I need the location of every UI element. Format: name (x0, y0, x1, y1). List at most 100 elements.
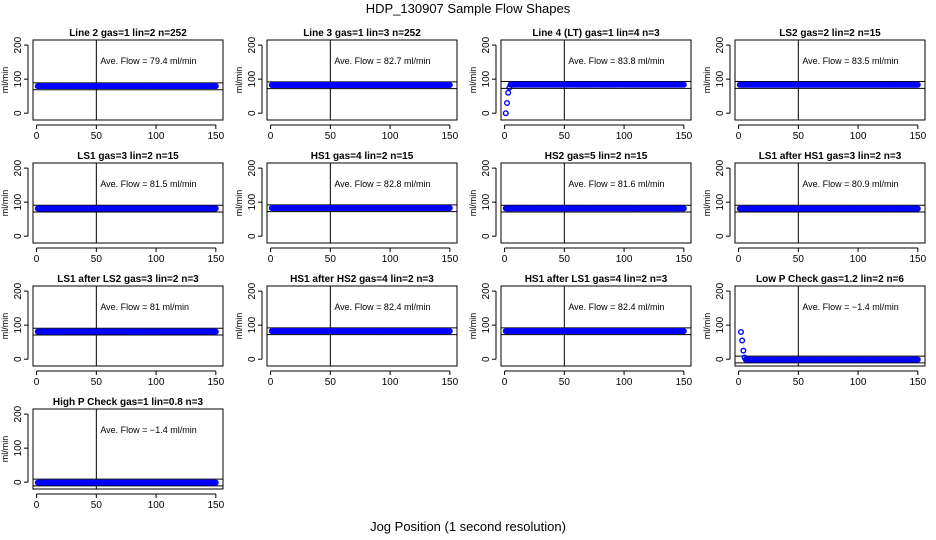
data-point (914, 205, 921, 212)
plot-frame (734, 162, 926, 244)
x-tick-label: 100 (148, 377, 165, 388)
data-point (446, 328, 453, 335)
x-tick-label: 0 (268, 131, 274, 142)
y-tick-label: 200 (13, 405, 24, 422)
x-tick-label: 0 (502, 377, 508, 388)
plot-frame (266, 285, 458, 367)
panel-3: Line 4 (LT) gas=1 lin=4 n=3 0 50 100 150 0 100… (468, 28, 693, 142)
y-tick-label: 0 (247, 356, 258, 362)
panel-6: HS1 gas=4 lin=2 n=15 0 50 100 150 0 100 200 ml/m… (234, 151, 459, 265)
panel-7: HS2 gas=5 lin=2 n=15 0 50 100 150 0 100 200 ml/m… (468, 151, 693, 265)
x-tick-label: 0 (502, 131, 508, 142)
x-tick-label: 100 (616, 377, 633, 388)
data-point (737, 328, 744, 335)
y-tick-label: 100 (481, 70, 492, 87)
panel-2: Line 3 gas=1 lin=3 n=252 0 50 100 150 0 100 200… (234, 28, 459, 142)
panel-title: LS1 gas=3 lin=2 n=15 (77, 151, 179, 162)
y-axis-label: ml/min (468, 313, 478, 340)
y-tick-label: 200 (481, 159, 492, 176)
data-point (212, 328, 219, 335)
plot-frame (500, 162, 692, 244)
y-axis-label: ml/min (468, 190, 478, 217)
panel-title: Line 3 gas=1 lin=3 n=252 (303, 28, 421, 39)
plot-frame (32, 162, 224, 244)
x-tick-label: 0 (736, 131, 742, 142)
x-tick-label: 150 (675, 377, 692, 388)
panel-11: HS1 after LS1 gas=4 lin=2 n=3 0 50 100 150 0 1… (468, 274, 693, 388)
y-tick-label: 100 (481, 193, 492, 210)
y-tick-label: 200 (715, 282, 726, 299)
x-tick-label: 100 (382, 254, 399, 265)
data-point (212, 83, 219, 90)
data-point (680, 205, 687, 212)
panel-title: LS1 after HS1 gas=3 lin=2 n=3 (759, 151, 902, 162)
y-tick-label: 100 (481, 316, 492, 333)
x-tick-label: 150 (909, 254, 926, 265)
data-point (446, 82, 453, 89)
y-tick-label: 0 (715, 356, 726, 362)
x-tick-label: 50 (793, 377, 805, 388)
x-tick-label: 50 (91, 500, 103, 511)
y-tick-label: 200 (715, 36, 726, 53)
plot-frame (500, 285, 692, 367)
x-tick-label: 100 (382, 131, 399, 142)
x-tick-label: 150 (675, 254, 692, 265)
y-tick-label: 0 (481, 356, 492, 362)
x-tick-label: 50 (91, 254, 103, 265)
average-flow-annotation: Ave. Flow = 80.9 ml/min (802, 179, 898, 189)
x-tick-label: 50 (559, 254, 571, 265)
data-point (503, 99, 510, 106)
data-point (739, 337, 746, 344)
average-flow-annotation: Ave. Flow = −1.4 ml/min (100, 425, 196, 435)
plot-frame (32, 39, 224, 121)
y-tick-label: 0 (247, 233, 258, 239)
y-tick-label: 0 (715, 233, 726, 239)
x-axis-label: Jog Position (1 second resolution) (370, 519, 566, 534)
y-tick-label: 100 (715, 193, 726, 210)
panel-title: HS1 after LS1 gas=4 lin=2 n=3 (525, 274, 668, 285)
x-tick-label: 50 (91, 377, 103, 388)
plot-frame (32, 408, 224, 490)
plot-frame (32, 285, 224, 367)
average-flow-annotation: Ave. Flow = 82.4 ml/min (568, 302, 664, 312)
y-tick-label: 100 (247, 316, 258, 333)
panel-9: LS1 after LS2 gas=3 lin=2 n=3 0 50 100 150 0 1… (0, 274, 225, 388)
x-tick-label: 50 (559, 131, 571, 142)
y-tick-label: 0 (481, 233, 492, 239)
y-axis-label: ml/min (0, 313, 10, 340)
x-tick-label: 100 (148, 254, 165, 265)
x-tick-label: 100 (148, 131, 165, 142)
x-tick-label: 50 (325, 377, 337, 388)
x-tick-label: 50 (559, 377, 571, 388)
panel-5: LS1 gas=3 lin=2 n=15 0 50 100 150 0 100 200 ml/m… (0, 151, 225, 265)
panel-1: Line 2 gas=1 lin=2 n=252 0 50 100 150 0 100 200… (0, 28, 225, 142)
y-tick-label: 200 (247, 282, 258, 299)
x-tick-label: 50 (325, 131, 337, 142)
panel-title: High P Check gas=1 lin=0.8 n=3 (53, 397, 204, 408)
panel-title: Line 4 (LT) gas=1 lin=4 n=3 (532, 28, 660, 39)
x-tick-label: 100 (148, 500, 165, 511)
x-tick-label: 50 (325, 254, 337, 265)
data-point (505, 89, 512, 96)
y-tick-label: 0 (13, 479, 24, 485)
panel-title: HS1 gas=4 lin=2 n=15 (311, 151, 414, 162)
x-tick-label: 150 (207, 254, 224, 265)
y-tick-label: 0 (715, 110, 726, 116)
data-point (914, 81, 921, 88)
x-tick-label: 150 (675, 131, 692, 142)
y-tick-label: 200 (247, 36, 258, 53)
average-flow-annotation: Ave. Flow = 83.8 ml/min (568, 56, 664, 66)
y-tick-label: 100 (13, 193, 24, 210)
x-tick-label: 0 (502, 254, 508, 265)
data-point (212, 479, 219, 486)
x-tick-label: 150 (909, 377, 926, 388)
x-tick-label: 150 (441, 254, 458, 265)
x-tick-label: 0 (736, 254, 742, 265)
panel-title: HS2 gas=5 lin=2 n=15 (545, 151, 648, 162)
average-flow-annotation: Ave. Flow = 81.6 ml/min (568, 179, 664, 189)
x-tick-label: 0 (268, 254, 274, 265)
x-tick-label: 50 (91, 131, 103, 142)
x-tick-label: 150 (207, 377, 224, 388)
panel-title: Low P Check gas=1.2 lin=2 n=6 (756, 274, 904, 285)
plot-frame (266, 162, 458, 244)
